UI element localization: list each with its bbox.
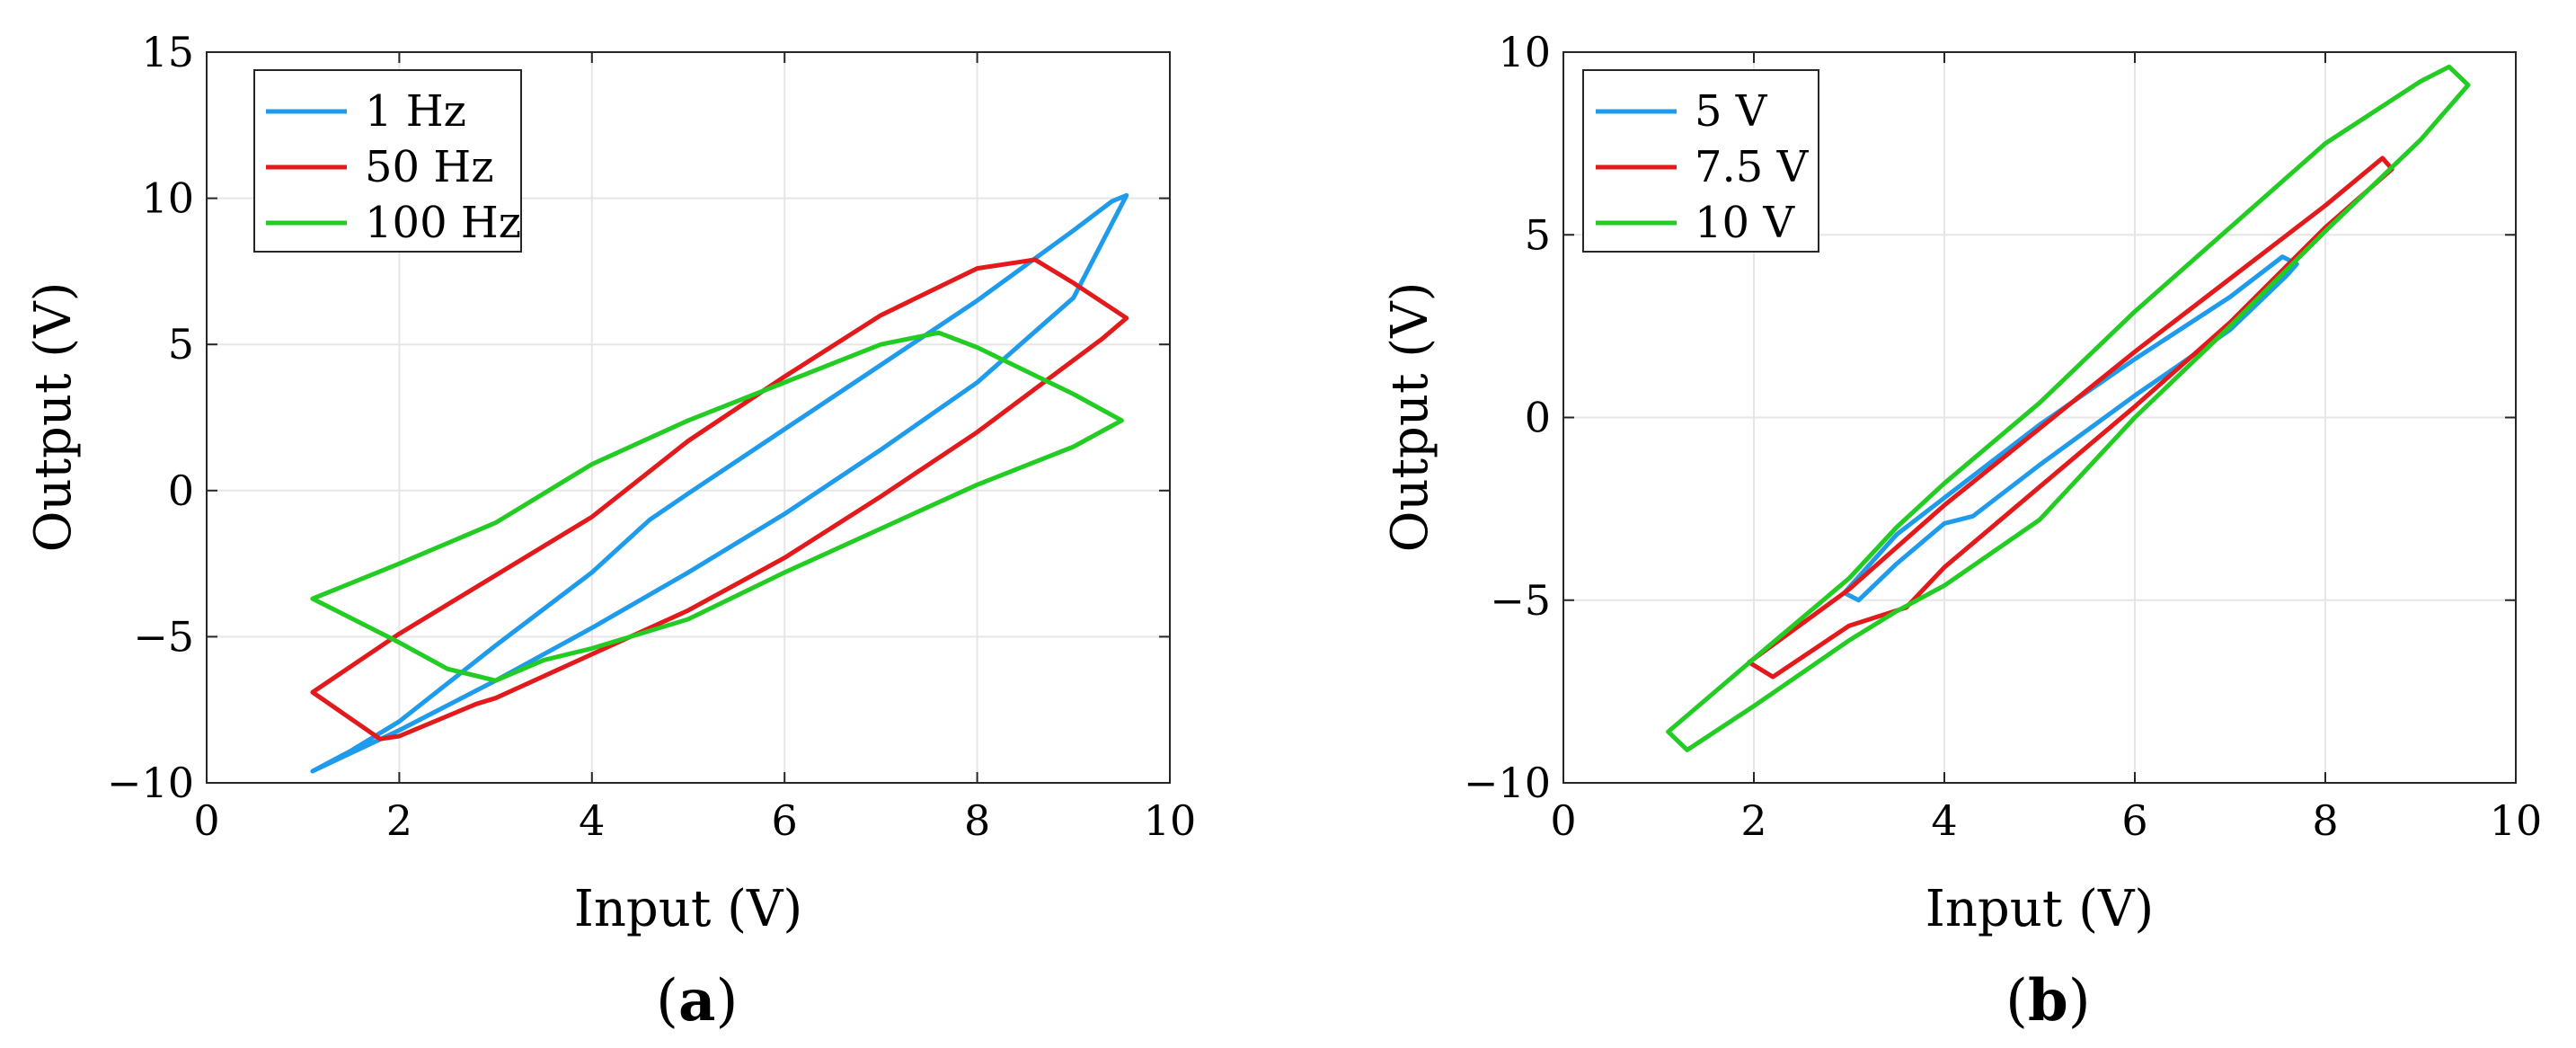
series-line-5-v xyxy=(1842,254,2299,603)
panel-label: (a) xyxy=(656,967,738,1035)
x-tick-label: 10 xyxy=(2490,796,2543,845)
series-line-1-hz xyxy=(310,192,1129,774)
y-tick-label: −10 xyxy=(107,759,194,807)
legend-label-7-5v: 7.5 V xyxy=(1695,142,1810,192)
x-tick-label: 8 xyxy=(964,796,990,845)
series-lines xyxy=(1666,64,2471,752)
y-tick-label: 10 xyxy=(1498,28,1551,76)
legend-label-10v: 10 V xyxy=(1695,198,1795,248)
tick-marks xyxy=(1562,51,2517,784)
series-line-50-hz xyxy=(310,257,1129,742)
y-tick-label: −5 xyxy=(1490,576,1551,625)
series-line-100-hz xyxy=(310,330,1124,683)
legend-label-5v: 5 V xyxy=(1695,86,1768,137)
y-tick-label: −10 xyxy=(1464,759,1551,807)
legend: 5 V 7.5 V 10 V xyxy=(1582,69,1819,253)
panel-label: (b) xyxy=(2005,967,2091,1035)
legend-label-50hz: 50 Hz xyxy=(365,142,493,192)
tick-marks xyxy=(206,51,1171,784)
axes-frame xyxy=(206,51,1171,784)
x-tick-label: 8 xyxy=(2312,796,2338,845)
x-tick-label: 10 xyxy=(1144,796,1197,845)
y-tick-labels: −10 −5 0 5 10 xyxy=(1464,28,1551,807)
y-tick-label: 0 xyxy=(1525,394,1551,442)
x-tick-label: 2 xyxy=(386,796,412,845)
y-axis-label: Output (V) xyxy=(24,282,83,553)
y-axis-label: Output (V) xyxy=(1381,282,1439,553)
series-lines xyxy=(310,192,1129,774)
x-tick-labels: 0 2 4 6 8 10 xyxy=(193,796,1196,845)
panel-letter: a xyxy=(678,967,715,1035)
y-tick-labels: −10 −5 0 5 10 15 xyxy=(107,28,194,807)
y-tick-label: 5 xyxy=(168,320,194,369)
x-tick-label: 4 xyxy=(579,796,605,845)
x-tick-label: 0 xyxy=(1550,796,1576,845)
y-tick-label: 15 xyxy=(141,28,194,76)
y-tick-label: −5 xyxy=(133,612,194,661)
legend: 1 Hz 50 Hz 100 Hz xyxy=(253,69,522,253)
x-tick-label: 4 xyxy=(1931,796,1957,845)
panel-letter: b xyxy=(2028,967,2068,1035)
x-tick-label: 6 xyxy=(2121,796,2147,845)
y-tick-label: 10 xyxy=(141,174,194,223)
series-line-10-v xyxy=(1666,64,2471,752)
x-tick-label: 0 xyxy=(193,796,219,845)
y-tick-label: 0 xyxy=(168,466,194,515)
legend-label-1hz: 1 Hz xyxy=(365,86,466,137)
chart-b: 0 2 4 6 8 10 −10 −5 0 5 10 Input (V) Output (V) (… xyxy=(1381,28,2542,1035)
chart-a: 0 2 4 6 8 10 −10 −5 0 5 10 15 Input (V) Output (V)… xyxy=(24,28,1196,1035)
x-tick-label: 6 xyxy=(772,796,798,845)
x-axis-label: Input (V) xyxy=(574,880,803,938)
x-tick-label: 2 xyxy=(1740,796,1766,845)
x-tick-labels: 0 2 4 6 8 10 xyxy=(1550,796,2542,845)
x-axis-label: Input (V) xyxy=(1925,880,2155,938)
y-tick-label: 5 xyxy=(1525,210,1551,259)
legend-label-100hz: 100 Hz xyxy=(365,198,521,248)
